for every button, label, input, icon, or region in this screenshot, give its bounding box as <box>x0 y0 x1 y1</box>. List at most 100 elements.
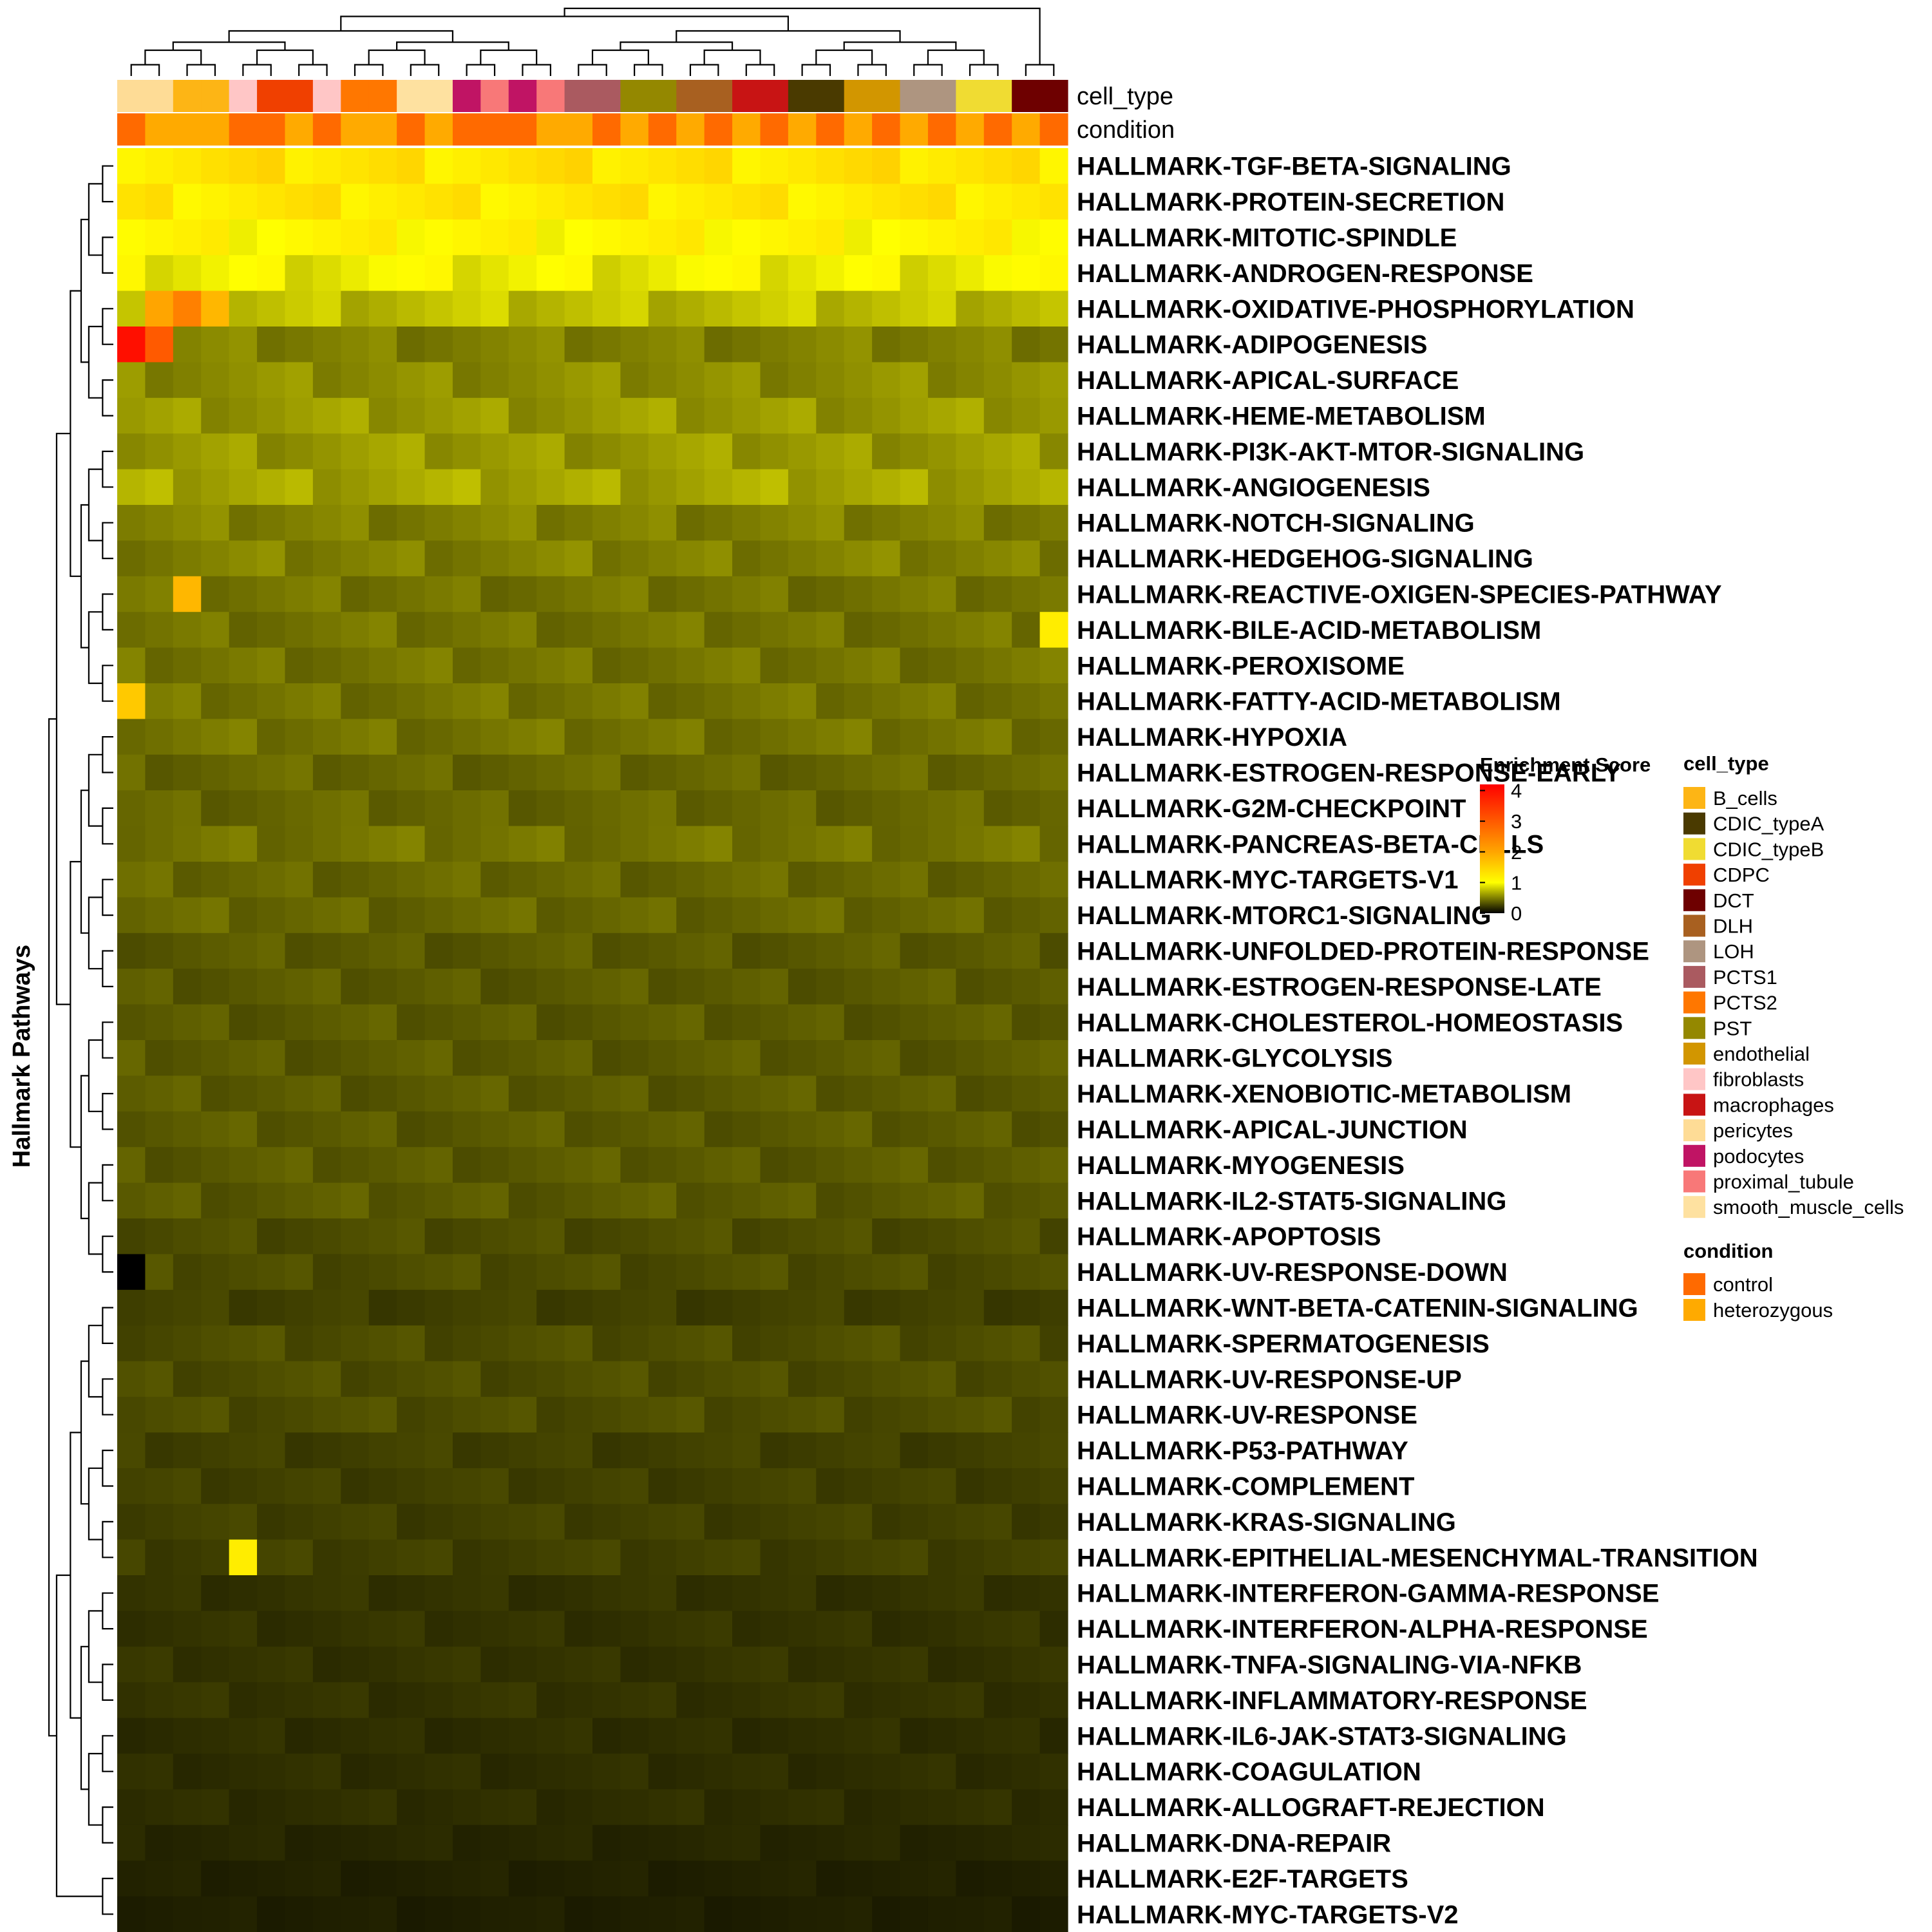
heatmap-cell <box>956 255 985 292</box>
heatmap-cell <box>257 1504 286 1540</box>
heatmap-cell <box>844 1432 873 1469</box>
heatmap-cell <box>229 1397 258 1433</box>
heatmap-cell <box>983 362 1012 399</box>
heatmap-cell <box>564 790 593 827</box>
heatmap-cell <box>592 754 621 791</box>
heatmap-cell <box>508 683 537 719</box>
heatmap-cell <box>257 505 286 541</box>
heatmap-cell <box>983 1468 1012 1504</box>
heatmap-cell <box>285 148 314 184</box>
heatmap-cell <box>117 469 146 506</box>
row-label: HALLMARK-WNT-BETA-CATENIN-SIGNALING <box>1077 1294 1638 1323</box>
heatmap-cell <box>452 1004 481 1041</box>
row-dendrogram-branch <box>102 1164 113 1202</box>
heatmap-cell <box>145 1432 174 1469</box>
heatmap-cell <box>676 219 705 256</box>
heatmap-cell <box>620 683 649 719</box>
heatmap-cell <box>983 1539 1012 1576</box>
heatmap-cell <box>704 184 733 220</box>
heatmap-cell <box>956 540 985 577</box>
heatmap-cell <box>173 826 202 862</box>
heatmap-cell <box>900 719 929 755</box>
heatmap-cell <box>732 683 761 719</box>
heatmap-cell <box>312 219 341 256</box>
heatmap-cell <box>927 683 956 719</box>
heatmap-cell <box>452 790 481 827</box>
heatmap-cell <box>536 1718 565 1754</box>
row-label: HALLMARK-MYC-TARGETS-V1 <box>1077 866 1459 895</box>
heatmap-cell <box>201 505 230 541</box>
column-dendrogram-branch <box>745 64 775 76</box>
heatmap-cell <box>480 1682 509 1719</box>
cell-type-legend-label: CDPC <box>1713 864 1770 886</box>
heatmap-cell <box>844 148 873 184</box>
column-dendrogram-branch <box>857 64 887 76</box>
heatmap-cell <box>592 1147 621 1184</box>
heatmap-cell <box>732 1468 761 1504</box>
heatmap-cell <box>480 1718 509 1754</box>
heatmap-cell <box>257 1861 286 1897</box>
cell-type-legend-swatch <box>1683 838 1705 860</box>
heatmap-cell <box>424 290 453 327</box>
heatmap-cell <box>983 1718 1012 1754</box>
heatmap-cell <box>844 1824 873 1861</box>
heatmap-cell <box>648 612 677 649</box>
heatmap-cell <box>620 1218 649 1255</box>
heatmap-cell <box>704 1611 733 1647</box>
row-label: HALLMARK-CHOLESTEROL-HOMEOSTASIS <box>1077 1009 1623 1037</box>
row-dendrogram-branch <box>88 468 103 542</box>
heatmap-cell <box>592 290 621 327</box>
column-dendrogram-branch <box>564 7 1041 65</box>
heatmap-cell <box>341 505 370 541</box>
heatmap-cell <box>676 612 705 649</box>
heatmap-cell <box>676 1718 705 1754</box>
heatmap-cell <box>117 612 146 649</box>
heatmap-cell <box>536 290 565 327</box>
heatmap-cell <box>732 1397 761 1433</box>
heatmap-cell <box>1039 1789 1068 1826</box>
heatmap-cell <box>201 1361 230 1397</box>
heatmap-cell <box>788 1361 817 1397</box>
heatmap-cell <box>229 969 258 1005</box>
heatmap-cell <box>983 397 1012 434</box>
heatmap-cell <box>368 719 397 755</box>
heatmap-cell <box>201 1147 230 1184</box>
heatmap-cell <box>983 1861 1012 1897</box>
heatmap-cell <box>927 1539 956 1576</box>
heatmap-cell <box>341 1147 370 1184</box>
row-label: HALLMARK-MYOGENESIS <box>1077 1151 1405 1180</box>
heatmap-cell <box>732 719 761 755</box>
heatmap-cell <box>285 969 314 1005</box>
heatmap-cell <box>956 790 985 827</box>
heatmap-cell <box>117 1289 146 1326</box>
heatmap-cell <box>648 826 677 862</box>
heatmap-cell <box>648 1611 677 1647</box>
heatmap-cell <box>424 1718 453 1754</box>
heatmap-cell <box>452 1682 481 1719</box>
heatmap-cell <box>676 897 705 934</box>
heatmap-cell <box>312 897 341 934</box>
heatmap-cell <box>536 897 565 934</box>
heatmap-cell <box>760 897 789 934</box>
column-dendrogram-branch <box>410 64 440 76</box>
heatmap-cell <box>564 1040 593 1076</box>
heatmap-cell <box>173 327 202 363</box>
heatmap-cell <box>508 1754 537 1790</box>
heatmap-cell <box>872 469 901 506</box>
row-label: HALLMARK-APOPTOSIS <box>1077 1223 1381 1251</box>
heatmap-cell <box>1012 1468 1041 1504</box>
heatmap-cell <box>397 719 426 755</box>
heatmap-cell <box>368 1147 397 1184</box>
heatmap-cell <box>117 433 146 470</box>
heatmap-cell <box>452 1896 481 1932</box>
heatmap-cell <box>788 148 817 184</box>
heatmap-cell <box>424 540 453 577</box>
heatmap-cell <box>117 1646 146 1683</box>
heatmap-cell <box>145 1646 174 1683</box>
heatmap-cell <box>983 184 1012 220</box>
heatmap-cell <box>564 862 593 898</box>
heatmap-cell <box>732 1861 761 1897</box>
heatmap-cell <box>676 1147 705 1184</box>
heatmap-cell <box>397 1718 426 1754</box>
heatmap-cell <box>341 576 370 612</box>
